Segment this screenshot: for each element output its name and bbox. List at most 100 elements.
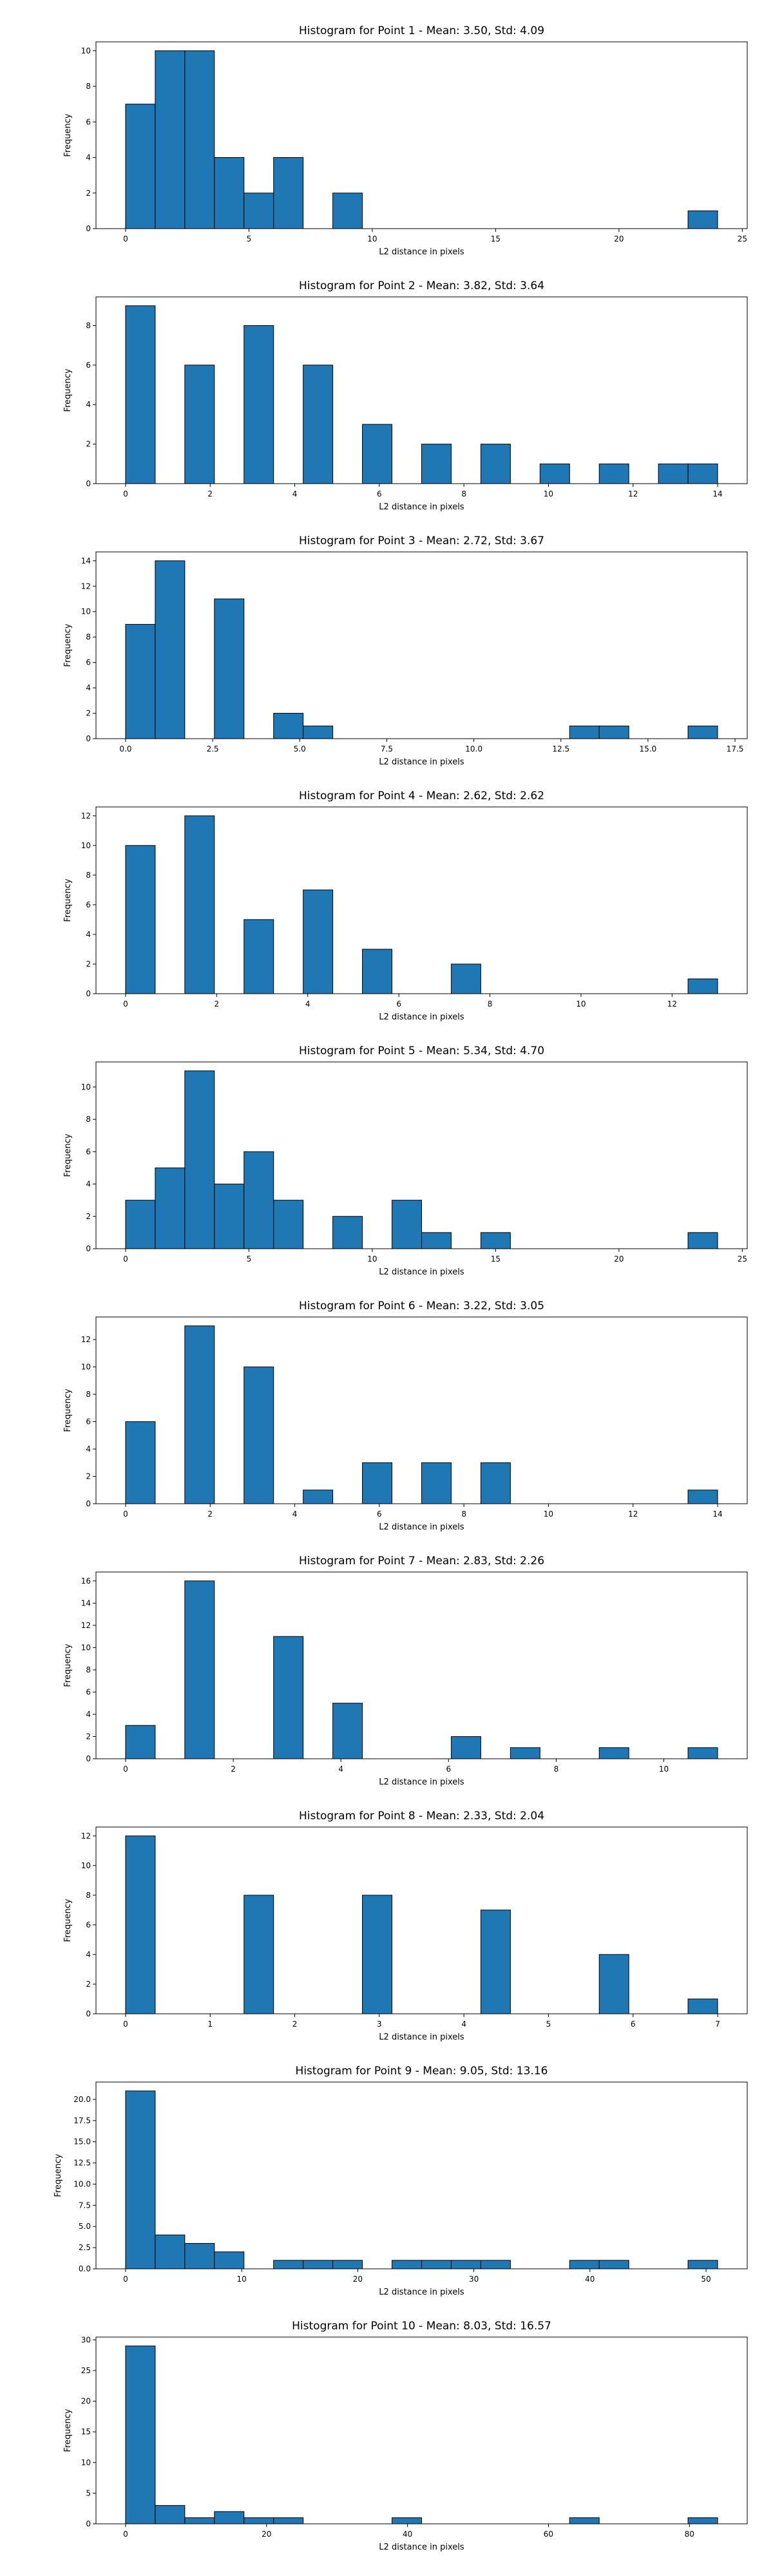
histogram-bar	[303, 889, 334, 994]
chart-title: Histogram for Point 1 - Mean: 3.50, Std:…	[299, 24, 544, 37]
histogram-bar	[480, 2260, 511, 2269]
histogram-bar	[480, 444, 511, 484]
y-tick-label: 4	[86, 400, 91, 409]
y-tick-label: 12.5	[73, 2159, 91, 2168]
x-tick-label: 2	[207, 489, 213, 498]
y-tick-label: 6	[86, 1147, 91, 1156]
y-tick-label: 8	[86, 1115, 91, 1124]
y-tick-label: 12	[81, 1335, 91, 1344]
histogram-bar	[362, 424, 393, 484]
x-tick-label: 0	[123, 1255, 128, 1264]
x-tick-label: 2	[215, 999, 220, 1009]
histogram-bar	[125, 1725, 156, 1759]
histogram-bar	[125, 1421, 156, 1504]
x-tick-label: 6	[377, 489, 382, 498]
histogram-bar	[450, 1736, 481, 1759]
x-axis-label: L2 distance in pixels	[379, 2032, 464, 2042]
histogram-bar	[480, 1462, 511, 1504]
histogram-bar	[125, 1835, 156, 2014]
y-tick-label: 20	[81, 2397, 91, 2406]
histogram-bar	[687, 463, 718, 484]
histogram-bar	[687, 978, 718, 994]
y-axis-label: Frequency	[63, 113, 73, 156]
y-tick-label: 0	[86, 734, 91, 743]
x-tick-label: 5	[247, 234, 252, 243]
histogram-bar	[332, 193, 363, 229]
y-tick-label: 8	[86, 1891, 91, 1900]
y-tick-label: 6	[86, 1687, 91, 1696]
x-tick-label: 2	[292, 2020, 298, 2029]
y-tick-label: 4	[86, 930, 91, 939]
histogram-bar	[362, 1462, 393, 1504]
histogram-bar	[598, 1747, 629, 1759]
y-tick-label: 6	[86, 1920, 91, 1929]
x-tick-label: 17.5	[727, 744, 744, 753]
histogram-panel-7: Histogram for Point 7 - Mean: 2.83, Std:…	[63, 1555, 748, 1787]
histogram-bar	[125, 104, 156, 229]
y-tick-label: 0	[86, 479, 91, 488]
x-tick-label: 0	[123, 2020, 128, 2029]
x-tick-label: 3	[377, 2020, 382, 2029]
histogram-bar	[243, 193, 274, 229]
y-tick-label: 5	[86, 2488, 91, 2497]
histogram-panel-5: Histogram for Point 5 - Mean: 5.34, Std:…	[63, 1045, 748, 1277]
x-tick-label: 15	[491, 234, 501, 243]
histogram-bar	[392, 1200, 422, 1249]
y-tick-label: 4	[86, 153, 91, 162]
histogram-bar	[332, 2260, 363, 2269]
x-axis-label: L2 distance in pixels	[379, 2543, 464, 2552]
y-tick-label: 12	[81, 811, 91, 820]
histogram-bar	[392, 2517, 422, 2524]
histogram-bar	[598, 463, 629, 484]
x-tick-label: 10	[544, 1510, 553, 1519]
x-tick-label: 0	[123, 2530, 128, 2539]
y-axis-label: Frequency	[63, 368, 73, 412]
chart-title: Histogram for Point 4 - Mean: 2.62, Std:…	[299, 790, 544, 802]
y-tick-label: 2	[86, 440, 91, 449]
x-tick-label: 60	[544, 2530, 553, 2539]
y-tick-label: 14	[81, 556, 91, 565]
y-tick-label: 2	[86, 1472, 91, 1481]
x-tick-label: 6	[631, 2020, 636, 2029]
histogram-bar	[273, 2260, 304, 2269]
y-tick-label: 0	[86, 1244, 91, 1253]
x-axis-label: L2 distance in pixels	[379, 757, 464, 767]
x-tick-label: 6	[446, 1765, 451, 1774]
x-tick-label: 2	[231, 1765, 236, 1774]
histogram-bar	[687, 210, 718, 229]
histogram-bar	[480, 1232, 511, 1249]
y-tick-label: 10	[81, 607, 91, 616]
x-tick-label: 10	[659, 1765, 669, 1774]
histogram-bar	[155, 50, 186, 229]
histogram-panel-2: Histogram for Point 2 - Mean: 3.82, Std:…	[63, 279, 748, 512]
chart-title: Histogram for Point 3 - Mean: 2.72, Std:…	[299, 535, 544, 547]
x-tick-label: 40	[403, 2530, 412, 2539]
plot-frame	[95, 1571, 748, 1759]
histogram-panel-1: Histogram for Point 1 - Mean: 3.50, Std:…	[63, 24, 748, 257]
histogram-bar	[155, 560, 186, 739]
y-axis-label: Frequency	[63, 878, 73, 922]
x-tick-label: 14	[712, 1510, 722, 1519]
x-tick-label: 5.0	[294, 744, 306, 753]
histogram-panel-8: Histogram for Point 8 - Mean: 2.33, Std:…	[63, 1810, 748, 2042]
histogram-bar	[273, 713, 304, 739]
histogram-bar	[362, 949, 393, 994]
x-tick-label: 8	[488, 999, 493, 1009]
y-tick-label: 0	[86, 1499, 91, 1508]
x-tick-label: 0.0	[119, 744, 131, 753]
chart-title: Histogram for Point 6 - Mean: 3.22, Std:…	[299, 1300, 544, 1312]
y-tick-label: 8	[86, 1665, 91, 1674]
x-axis-label: L2 distance in pixels	[379, 502, 464, 512]
x-tick-label: 25	[738, 234, 747, 243]
x-tick-label: 1	[207, 2020, 213, 2029]
y-tick-label: 0	[86, 2009, 91, 2018]
chart-title: Histogram for Point 7 - Mean: 2.83, Std:…	[299, 1555, 544, 1567]
x-tick-label: 4	[461, 2020, 466, 2029]
y-tick-label: 2.5	[79, 2243, 91, 2252]
x-tick-label: 40	[585, 2275, 595, 2284]
x-tick-label: 4	[292, 489, 298, 498]
x-tick-label: 0	[123, 2275, 128, 2284]
histogram-bar	[362, 1895, 393, 2014]
histogram-bar	[332, 1703, 363, 1759]
histogram-panel-6: Histogram for Point 6 - Mean: 3.22, Std:…	[63, 1300, 748, 1532]
